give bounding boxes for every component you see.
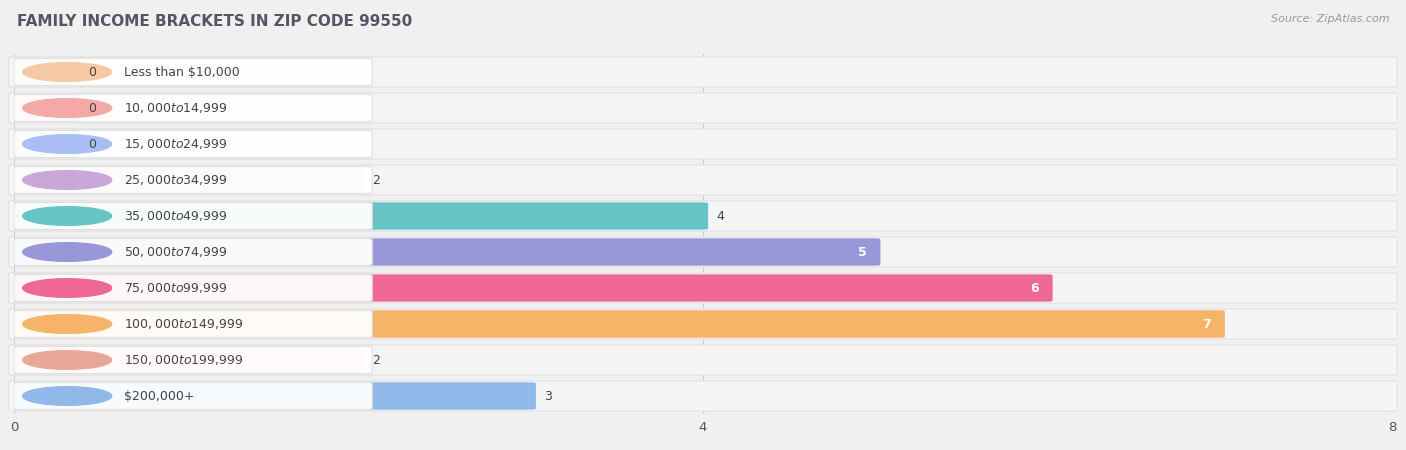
Text: $200,000+: $200,000+ xyxy=(124,390,194,402)
Circle shape xyxy=(22,207,111,225)
FancyBboxPatch shape xyxy=(14,346,373,374)
FancyBboxPatch shape xyxy=(14,274,373,302)
Text: 5: 5 xyxy=(858,246,866,258)
FancyBboxPatch shape xyxy=(8,165,1398,195)
FancyBboxPatch shape xyxy=(8,130,80,158)
Circle shape xyxy=(22,315,111,333)
Circle shape xyxy=(22,243,111,261)
Text: FAMILY INCOME BRACKETS IN ZIP CODE 99550: FAMILY INCOME BRACKETS IN ZIP CODE 99550 xyxy=(17,14,412,28)
FancyBboxPatch shape xyxy=(8,274,1053,302)
FancyBboxPatch shape xyxy=(8,310,1225,338)
FancyBboxPatch shape xyxy=(8,166,364,194)
Circle shape xyxy=(22,279,111,297)
Text: 7: 7 xyxy=(1202,318,1211,330)
Text: Source: ZipAtlas.com: Source: ZipAtlas.com xyxy=(1271,14,1389,23)
FancyBboxPatch shape xyxy=(8,58,80,86)
FancyBboxPatch shape xyxy=(8,345,1398,375)
FancyBboxPatch shape xyxy=(8,201,1398,231)
FancyBboxPatch shape xyxy=(8,57,1398,87)
Text: 0: 0 xyxy=(89,66,96,78)
FancyBboxPatch shape xyxy=(8,202,709,230)
Text: 0: 0 xyxy=(89,138,96,150)
FancyBboxPatch shape xyxy=(14,58,373,86)
Circle shape xyxy=(22,351,111,369)
FancyBboxPatch shape xyxy=(14,130,373,158)
Text: 6: 6 xyxy=(1031,282,1039,294)
Circle shape xyxy=(22,135,111,153)
Circle shape xyxy=(22,171,111,189)
FancyBboxPatch shape xyxy=(8,93,1398,123)
FancyBboxPatch shape xyxy=(14,94,373,122)
FancyBboxPatch shape xyxy=(14,166,373,194)
FancyBboxPatch shape xyxy=(14,382,373,410)
FancyBboxPatch shape xyxy=(8,381,1398,411)
Text: $150,000 to $199,999: $150,000 to $199,999 xyxy=(124,353,243,367)
Text: $10,000 to $14,999: $10,000 to $14,999 xyxy=(124,101,228,115)
FancyBboxPatch shape xyxy=(8,382,536,410)
Circle shape xyxy=(22,63,111,81)
Text: 0: 0 xyxy=(89,102,96,114)
Text: Less than $10,000: Less than $10,000 xyxy=(124,66,239,78)
FancyBboxPatch shape xyxy=(8,237,1398,267)
Text: $50,000 to $74,999: $50,000 to $74,999 xyxy=(124,245,228,259)
Text: 2: 2 xyxy=(373,354,380,366)
FancyBboxPatch shape xyxy=(8,309,1398,339)
FancyBboxPatch shape xyxy=(8,346,364,374)
Circle shape xyxy=(22,387,111,405)
Text: $100,000 to $149,999: $100,000 to $149,999 xyxy=(124,317,243,331)
Text: $35,000 to $49,999: $35,000 to $49,999 xyxy=(124,209,228,223)
FancyBboxPatch shape xyxy=(8,129,1398,159)
Text: $25,000 to $34,999: $25,000 to $34,999 xyxy=(124,173,228,187)
FancyBboxPatch shape xyxy=(8,238,880,266)
Circle shape xyxy=(22,99,111,117)
Text: 4: 4 xyxy=(717,210,724,222)
FancyBboxPatch shape xyxy=(14,202,373,230)
Text: 2: 2 xyxy=(373,174,380,186)
Text: 3: 3 xyxy=(544,390,553,402)
FancyBboxPatch shape xyxy=(8,273,1398,303)
Text: $75,000 to $99,999: $75,000 to $99,999 xyxy=(124,281,228,295)
FancyBboxPatch shape xyxy=(14,310,373,338)
FancyBboxPatch shape xyxy=(8,94,80,122)
FancyBboxPatch shape xyxy=(14,238,373,266)
Text: $15,000 to $24,999: $15,000 to $24,999 xyxy=(124,137,228,151)
